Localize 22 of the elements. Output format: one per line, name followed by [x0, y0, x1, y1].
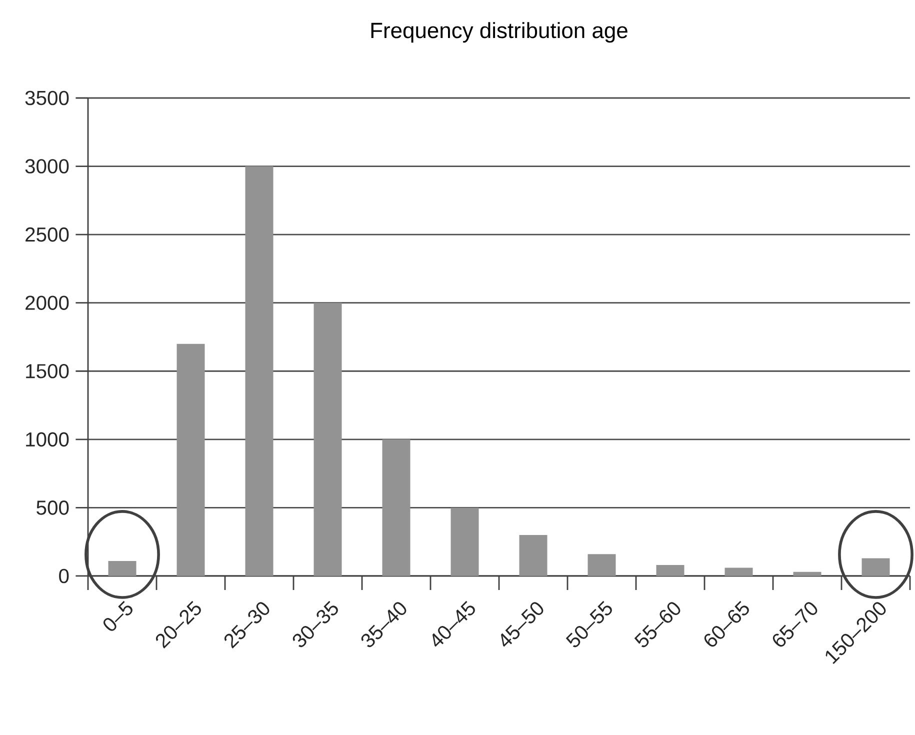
bar	[176, 344, 205, 576]
x-tick-label: 0–5	[103, 600, 132, 631]
y-tick-label: 500	[36, 500, 69, 515]
y-tick-label: 3000	[25, 159, 69, 174]
bar	[108, 560, 136, 576]
y-tick-label: 1500	[26, 364, 69, 378]
bar	[724, 568, 753, 576]
y-tick-label: 3500	[25, 90, 69, 106]
bar	[588, 554, 616, 576]
bar	[519, 535, 548, 576]
bar	[656, 565, 684, 576]
y-tick-label: 2500	[26, 227, 69, 242]
y-tick-label: 2000	[26, 296, 69, 310]
bar	[314, 302, 342, 576]
y-tick-label: 1000	[26, 432, 69, 447]
bar	[862, 558, 890, 576]
chart-title: Frequency distribution age	[371, 22, 628, 43]
bar	[450, 508, 479, 576]
y-tick-label: 0	[59, 568, 69, 584]
bar	[382, 439, 410, 576]
bar	[793, 572, 822, 576]
bar	[245, 166, 274, 576]
